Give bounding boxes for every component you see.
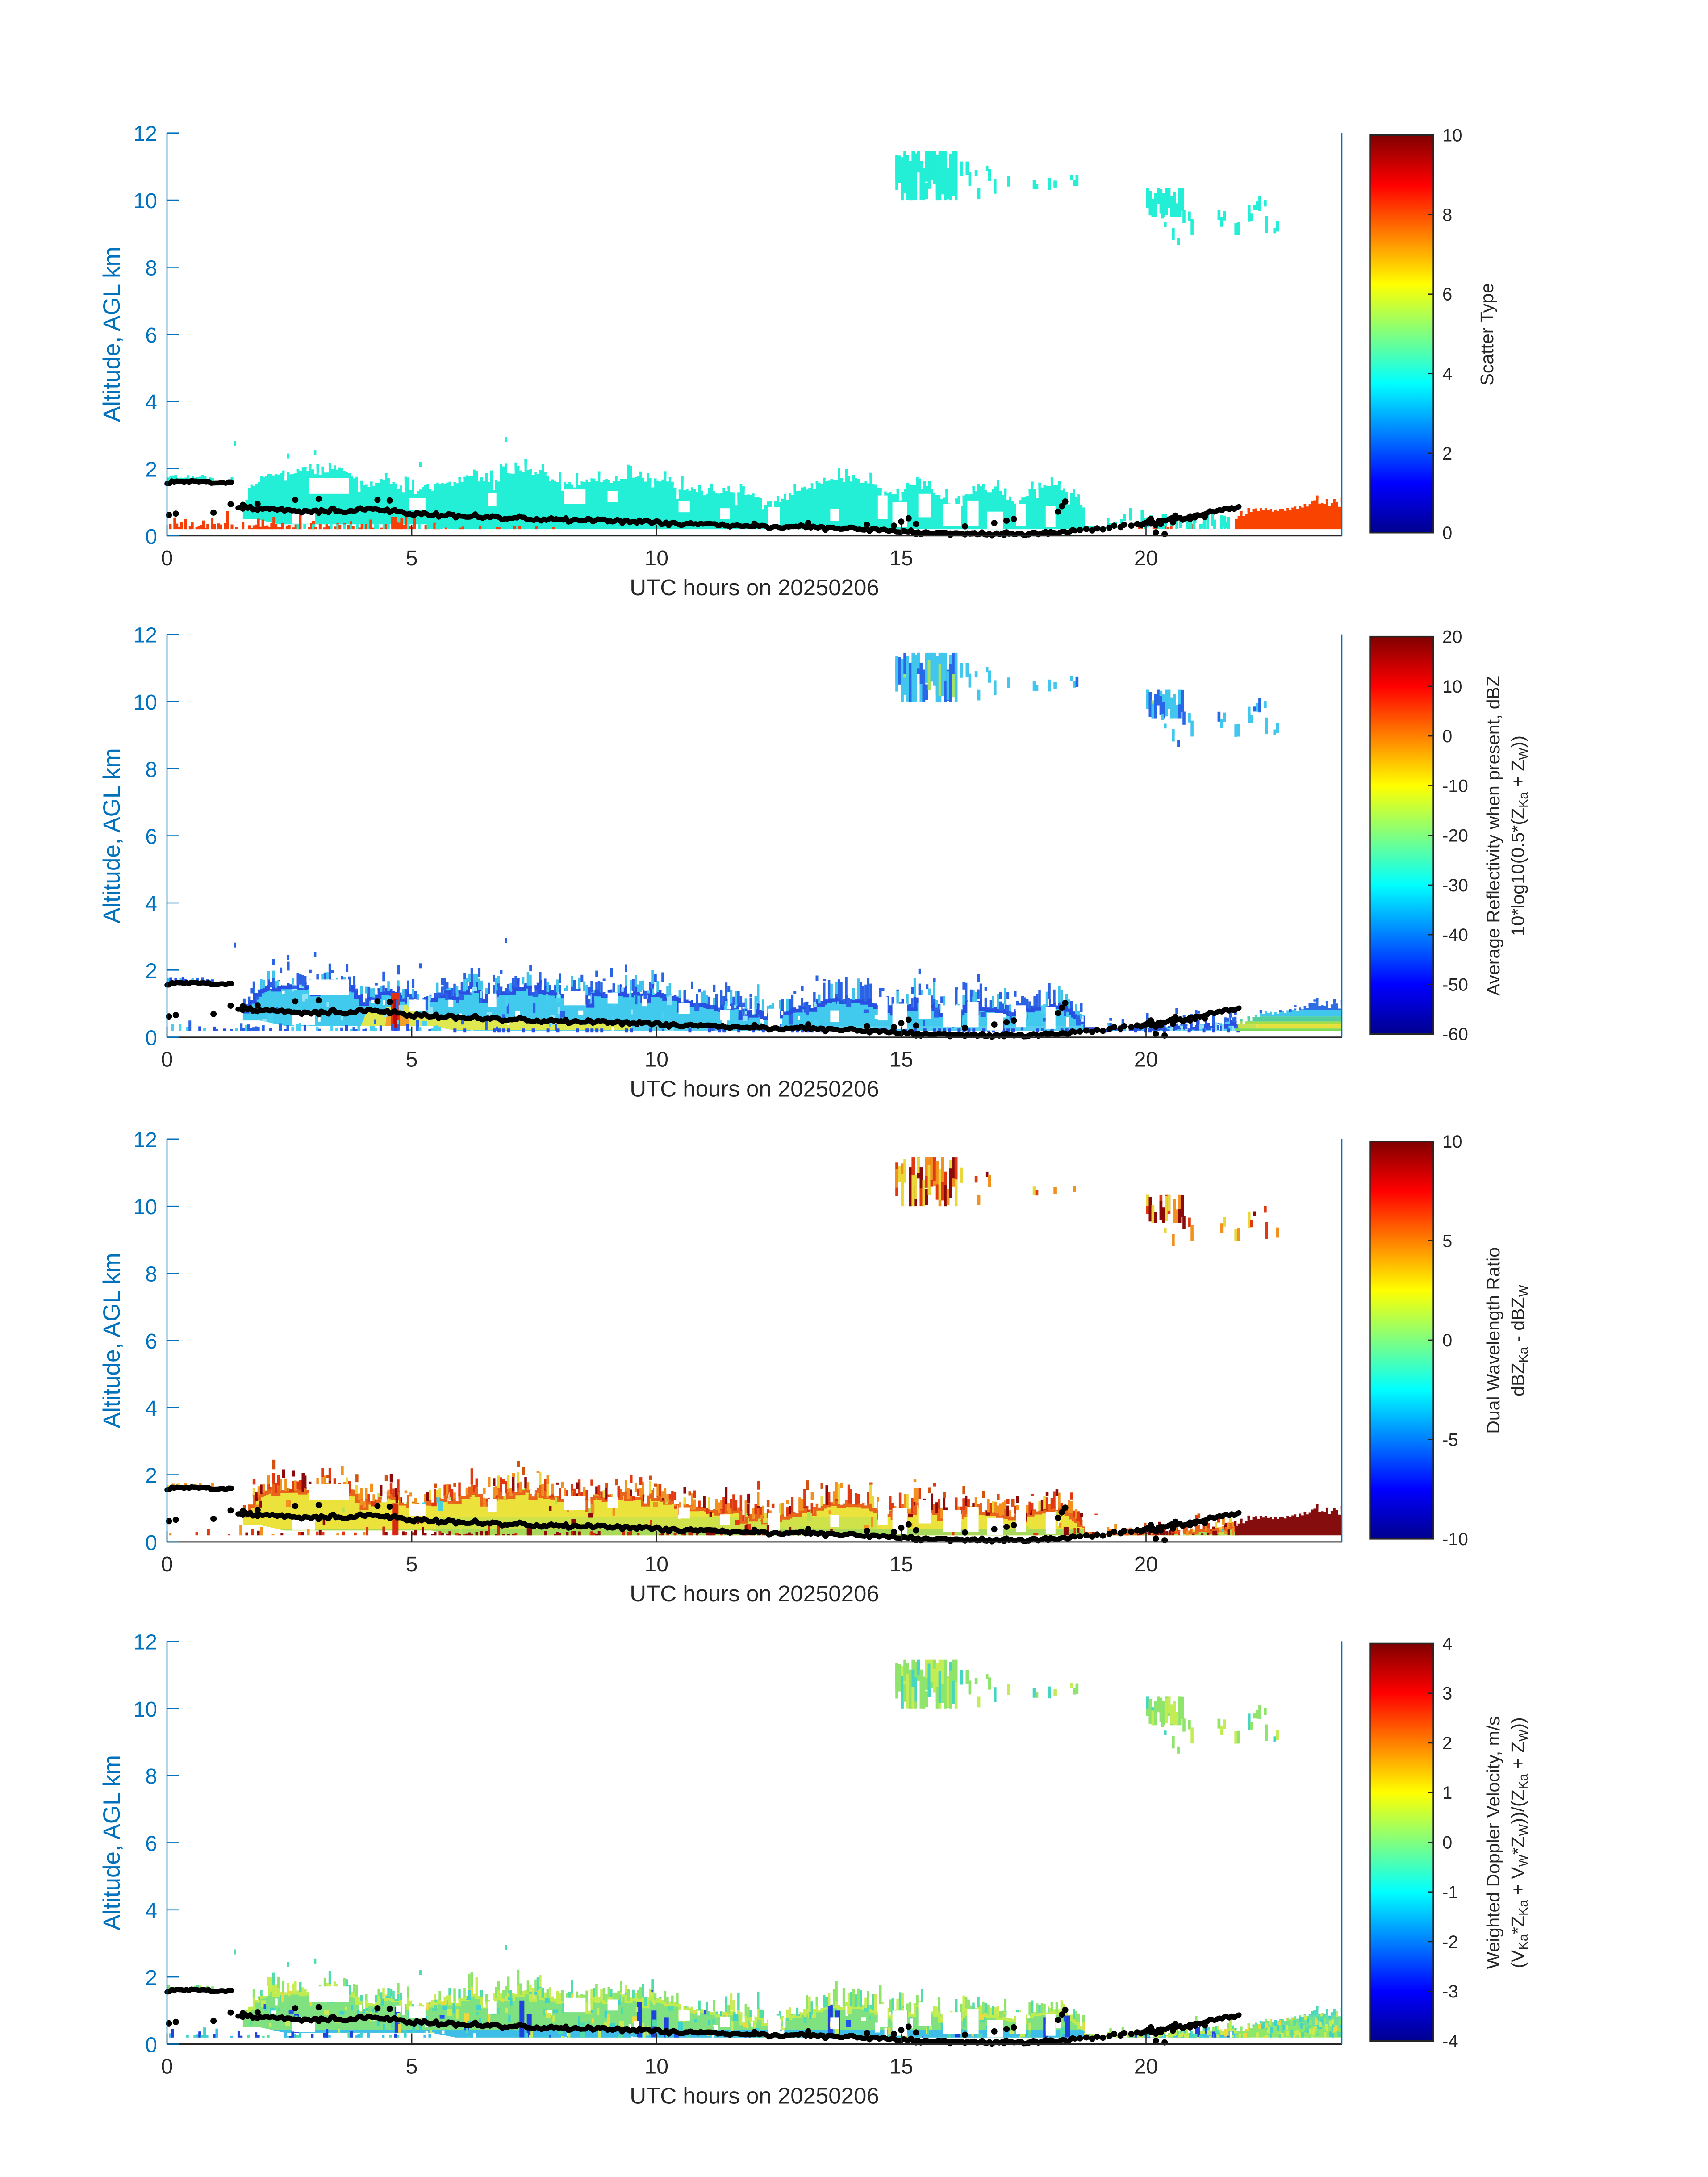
svg-text:0: 0 [1442, 523, 1452, 543]
svg-text:20: 20 [1134, 547, 1158, 570]
svg-text:4: 4 [145, 1899, 157, 1923]
svg-text:3: 3 [1442, 1684, 1452, 1704]
svg-text:15: 15 [889, 1048, 913, 1072]
svg-text:4: 4 [145, 391, 157, 414]
svg-text:12: 12 [134, 122, 157, 146]
svg-text:10: 10 [1442, 677, 1462, 697]
svg-text:5: 5 [406, 1553, 418, 1576]
svg-text:20: 20 [1442, 627, 1462, 647]
svg-text:12: 12 [134, 1630, 157, 1654]
svg-text:-50: -50 [1442, 975, 1468, 994]
svg-text:UTC hours on 20250206: UTC hours on 20250206 [630, 1076, 879, 1102]
svg-text:8: 8 [145, 758, 157, 781]
svg-text:Dual Wavelength Ratio: Dual Wavelength Ratio [1483, 1247, 1503, 1434]
svg-text:8: 8 [145, 1765, 157, 1788]
svg-text:6: 6 [145, 1330, 157, 1354]
svg-text:10: 10 [1442, 126, 1462, 146]
svg-text:10: 10 [645, 1553, 668, 1576]
svg-text:5: 5 [1442, 1231, 1452, 1251]
svg-text:0: 0 [1442, 1331, 1452, 1350]
svg-text:20: 20 [1134, 1048, 1158, 1072]
svg-text:dBZKa - dBZW: dBZKa - dBZW [1508, 1284, 1531, 1396]
svg-text:10: 10 [134, 1698, 157, 1722]
svg-text:0: 0 [1442, 727, 1452, 746]
svg-text:8: 8 [145, 1263, 157, 1287]
svg-text:-5: -5 [1442, 1430, 1458, 1450]
svg-text:2: 2 [145, 1966, 157, 1990]
svg-text:0: 0 [1442, 1833, 1452, 1852]
svg-text:10*log10(0.5*(ZKa + ZW)): 10*log10(0.5*(ZKa + ZW)) [1508, 735, 1531, 936]
svg-text:Scatter Type: Scatter Type [1477, 283, 1497, 385]
svg-text:2: 2 [145, 959, 157, 983]
svg-text:-40: -40 [1442, 925, 1468, 945]
svg-text:15: 15 [889, 1553, 913, 1576]
svg-text:0: 0 [145, 1531, 157, 1555]
svg-text:0: 0 [161, 547, 173, 570]
svg-text:Altitude, AGL km: Altitude, AGL km [99, 1253, 125, 1429]
svg-text:6: 6 [145, 825, 157, 849]
svg-text:0: 0 [145, 525, 157, 549]
svg-text:10: 10 [134, 1195, 157, 1219]
svg-text:2: 2 [145, 458, 157, 482]
svg-text:2: 2 [145, 1464, 157, 1488]
svg-text:10: 10 [645, 1048, 668, 1072]
svg-text:0: 0 [145, 1027, 157, 1050]
svg-text:8: 8 [145, 256, 157, 280]
svg-text:0: 0 [161, 2055, 173, 2079]
svg-text:4: 4 [145, 1397, 157, 1421]
svg-text:-60: -60 [1442, 1025, 1468, 1045]
svg-text:20: 20 [1134, 2055, 1158, 2079]
svg-text:0: 0 [161, 1048, 173, 1072]
svg-text:(VKa*ZKa + VW*ZW))/(ZKa + ZW)): (VKa*ZKa + VW*ZW))/(ZKa + ZW)) [1508, 1717, 1531, 1968]
svg-text:20: 20 [1134, 1553, 1158, 1576]
svg-text:10: 10 [645, 2055, 668, 2079]
svg-text:-2: -2 [1442, 1932, 1458, 1952]
svg-text:Altitude, AGL km: Altitude, AGL km [99, 748, 125, 923]
svg-text:4: 4 [1442, 1634, 1452, 1654]
svg-text:UTC hours on 20250206: UTC hours on 20250206 [630, 2083, 879, 2109]
svg-text:Average Reflectivity when pres: Average Reflectivity when present, dBZ [1483, 676, 1503, 996]
svg-text:-3: -3 [1442, 1982, 1458, 2002]
svg-text:-10: -10 [1442, 1529, 1468, 1549]
svg-text:Altitude, AGL km: Altitude, AGL km [99, 247, 125, 422]
svg-text:-1: -1 [1442, 1883, 1458, 1902]
svg-text:15: 15 [889, 2055, 913, 2079]
svg-text:5: 5 [406, 547, 418, 570]
svg-text:-10: -10 [1442, 776, 1468, 796]
svg-text:8: 8 [1442, 205, 1452, 225]
svg-text:15: 15 [889, 547, 913, 570]
svg-text:UTC hours on 20250206: UTC hours on 20250206 [630, 575, 879, 600]
svg-text:10: 10 [134, 189, 157, 213]
svg-text:-30: -30 [1442, 876, 1468, 895]
svg-text:Weighted Doppler Velocity, m/s: Weighted Doppler Velocity, m/s [1483, 1716, 1503, 1969]
svg-text:0: 0 [161, 1553, 173, 1576]
svg-text:10: 10 [134, 691, 157, 715]
svg-text:5: 5 [406, 2055, 418, 2079]
svg-text:4: 4 [145, 892, 157, 916]
svg-text:12: 12 [134, 1128, 157, 1152]
svg-text:-20: -20 [1442, 826, 1468, 846]
svg-text:0: 0 [145, 2034, 157, 2057]
svg-text:6: 6 [145, 324, 157, 347]
svg-text:1: 1 [1442, 1783, 1452, 1803]
svg-text:2: 2 [1442, 444, 1452, 464]
svg-text:-4: -4 [1442, 2032, 1458, 2052]
svg-text:12: 12 [134, 624, 157, 648]
svg-text:6: 6 [1442, 285, 1452, 305]
svg-text:10: 10 [1442, 1132, 1462, 1152]
svg-text:4: 4 [1442, 364, 1452, 384]
svg-text:10: 10 [645, 547, 668, 570]
svg-text:UTC hours on 20250206: UTC hours on 20250206 [630, 1581, 879, 1606]
svg-text:5: 5 [406, 1048, 418, 1072]
svg-text:6: 6 [145, 1832, 157, 1855]
svg-text:Altitude, AGL km: Altitude, AGL km [99, 1755, 125, 1930]
svg-text:2: 2 [1442, 1734, 1452, 1753]
